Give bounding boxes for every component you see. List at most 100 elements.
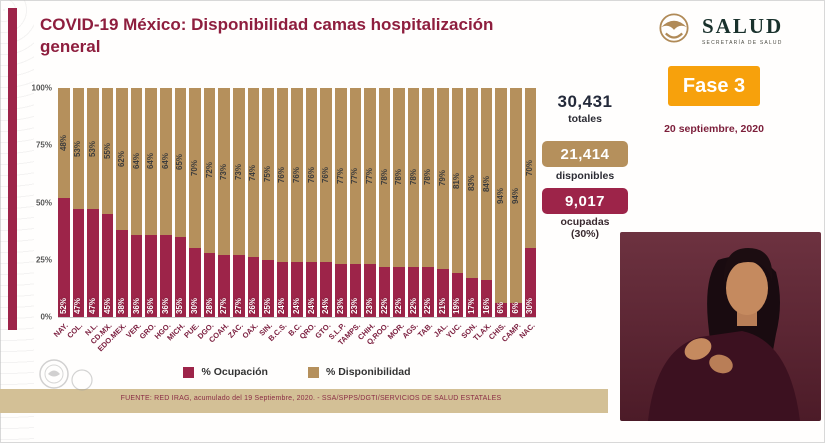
interpreter-illustration	[620, 232, 821, 421]
bar-group: 81% 19% YUC.	[445, 88, 464, 340]
bar-segment-ocupacion: 26%	[247, 257, 260, 317]
stat-totales-value: 30,431	[557, 92, 613, 111]
bar-segment-disponibilidad: 78%	[393, 88, 405, 267]
bar-segment-ocupacion: 22%	[393, 266, 405, 317]
bar-value-disponibilidad: 75%	[262, 165, 272, 182]
bar-group: 79% 21% JAL.	[431, 88, 449, 339]
bar-segment-disponibilidad: 62%	[116, 88, 128, 230]
bar-value-ocupacion: 24%	[321, 297, 331, 314]
bar-segment-disponibilidad: 76%	[320, 88, 332, 263]
bar-value-disponibilidad: 72%	[204, 162, 214, 179]
y-axis-tick: 25%	[35, 255, 52, 265]
bar-value-disponibilidad: 53%	[73, 140, 83, 157]
y-axis-tick: 75%	[35, 140, 52, 150]
bar-segment-disponibilidad: 77%	[334, 88, 347, 265]
bar-segment-ocupacion: 24%	[291, 262, 303, 317]
bar-segment-disponibilidad: 64%	[160, 88, 172, 235]
bar-group: 84% 16% TLAX.	[471, 88, 493, 343]
stats-panel: 30,431 totales 21,414 disponibles 9,017 …	[542, 92, 628, 240]
bar-segment-disponibilidad: 65%	[174, 88, 187, 237]
bar-segment-ocupacion: 45%	[101, 213, 114, 317]
bar-value-ocupacion: 27%	[219, 297, 229, 314]
bar-group: 53% 47% N.L.	[83, 88, 99, 337]
sign-language-interpreter-video	[620, 232, 821, 421]
bar-group: 48% 52% NAY.	[52, 88, 70, 339]
bar-segment-disponibilidad: 78%	[378, 88, 391, 267]
bar-segment-ocupacion: 23%	[334, 264, 347, 317]
bar-value-disponibilidad: 73%	[219, 163, 229, 180]
bar-segment-disponibilidad: 78%	[407, 88, 420, 267]
bar-group: 74% 26% OAX.	[240, 88, 260, 340]
bar-group: 64% 36% HGO.	[152, 88, 172, 341]
stat-totales-label: totales	[568, 113, 602, 125]
bar-value-disponibilidad: 76%	[306, 167, 316, 184]
bar-group: 70% 30% PUE.	[183, 88, 201, 340]
bar-value-disponibilidad: 94%	[496, 187, 506, 204]
bar-segment-ocupacion: 28%	[203, 252, 216, 317]
bar-segment-disponibilidad: 70%	[189, 88, 201, 249]
salud-eagle-icon	[652, 8, 696, 53]
bar-value-disponibilidad: 77%	[364, 168, 374, 185]
bar-value-disponibilidad: 64%	[131, 153, 141, 170]
bar-segment-disponibilidad: 77%	[364, 88, 376, 265]
bar-value-ocupacion: 24%	[277, 297, 287, 314]
bar-segment-ocupacion: 27%	[232, 255, 245, 317]
bar-value-disponibilidad: 64%	[160, 153, 170, 170]
legend-item-ocupacion: % Ocupación	[183, 366, 268, 378]
bar-segment-disponibilidad: 74%	[247, 88, 260, 258]
plot-area: 100% 75% 50% 25% 0% 48% 52% NAY. 53% 47% COL. 53% 4…	[32, 84, 537, 354]
legend-swatch-disponibilidad-icon	[307, 366, 319, 378]
bar-value-ocupacion: 22%	[408, 297, 418, 314]
bar-group: 73% 27% ZAC.	[226, 88, 245, 340]
bar-value-disponibilidad: 76%	[277, 167, 287, 184]
bar-segment-ocupacion: 36%	[160, 234, 172, 317]
bar-value-ocupacion: 25%	[262, 297, 272, 314]
government-seal-watermark	[36, 352, 106, 405]
stat-disponibles-label: disponibles	[555, 170, 615, 182]
bar-value-disponibilidad: 76%	[321, 167, 331, 184]
bar-group: 83% 17% SON.	[459, 88, 478, 340]
bar-segment-disponibilidad: 48%	[58, 88, 70, 198]
bar-value-ocupacion: 45%	[102, 297, 112, 314]
bar-segment-disponibilidad: 75%	[262, 88, 274, 260]
bar-value-disponibilidad: 73%	[233, 163, 243, 180]
bar-segment-disponibilidad: 64%	[130, 88, 143, 235]
bar-group: 77% 23% TAMPS.	[336, 88, 362, 347]
bar-group: 64% 36% GRO.	[138, 88, 158, 341]
bar-group: 65% 35% MICH.	[165, 88, 187, 342]
bar-segment-ocupacion: 24%	[320, 262, 332, 317]
bar-value-disponibilidad: 79%	[437, 170, 447, 187]
bar-group: 55% 45% CD.MX.	[89, 88, 114, 346]
bar-value-disponibilidad: 62%	[117, 150, 127, 167]
legend-label-disponibilidad: % Disponibilidad	[325, 366, 411, 378]
bar-segment-disponibilidad: 79%	[437, 88, 449, 269]
bar-segment-disponibilidad: 76%	[305, 88, 318, 263]
bar-value-disponibilidad: 77%	[350, 168, 360, 185]
x-axis-label: TAB.	[416, 321, 435, 340]
bar-value-disponibilidad: 81%	[452, 172, 462, 189]
bar-value-disponibilidad: 55%	[102, 142, 112, 159]
bar-segment-ocupacion: 22%	[407, 266, 420, 317]
bar-group: 78% 22% TAB.	[416, 88, 435, 339]
bar-value-ocupacion: 35%	[175, 297, 185, 314]
bar-value-disponibilidad: 84%	[481, 176, 491, 193]
bar-value-disponibilidad: 74%	[248, 164, 258, 181]
bar-group: 78% 22% Q.ROO.	[365, 88, 391, 347]
bar-segment-disponibilidad: 55%	[101, 88, 114, 214]
bar-segment-ocupacion: 24%	[305, 262, 318, 317]
bar-segment-ocupacion: 6%	[509, 302, 522, 317]
bar-segment-ocupacion: 17%	[466, 278, 478, 317]
bar-segment-ocupacion: 25%	[262, 259, 274, 317]
legend-swatch-ocupacion-icon	[183, 366, 195, 378]
bar-value-disponibilidad: 70%	[189, 160, 199, 177]
bar-value-ocupacion: 23%	[364, 297, 374, 314]
bar-segment-disponibilidad: 94%	[509, 88, 522, 304]
bar-segment-disponibilidad: 76%	[291, 88, 303, 263]
legend-label-ocupacion: % Ocupación	[201, 366, 268, 378]
bar-value-ocupacion: 24%	[292, 297, 302, 314]
bar-value-disponibilidad: 48%	[58, 134, 68, 151]
bar-value-ocupacion: 30%	[189, 297, 199, 314]
bar-segment-disponibilidad: 78%	[422, 88, 435, 267]
y-axis: 100% 75% 50% 25% 0%	[22, 84, 52, 322]
bar-segment-disponibilidad: 53%	[72, 88, 85, 210]
